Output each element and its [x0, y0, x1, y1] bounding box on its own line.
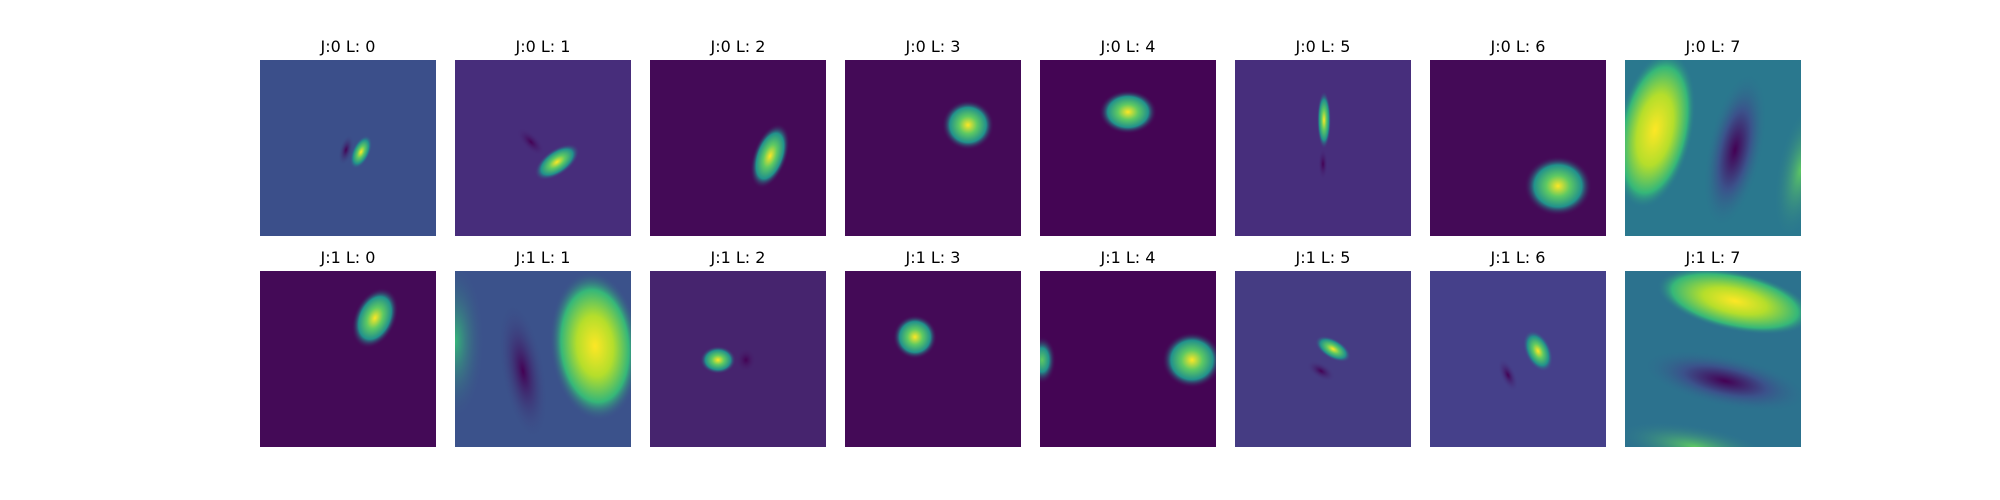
panel-title: J:1 L: 5: [1295, 248, 1351, 267]
panel-title: J:0 L: 1: [515, 37, 571, 56]
filter-image: [455, 271, 631, 447]
panel-title: J:1 L: 1: [515, 248, 571, 267]
filter-image: [1235, 60, 1411, 236]
panel-title: J:1 L: 2: [710, 248, 766, 267]
panel-title: J:1 L: 0: [320, 248, 376, 267]
panel-title: J:0 L: 5: [1295, 37, 1351, 56]
panel-title: J:0 L: 6: [1490, 37, 1546, 56]
filter-image: [650, 60, 826, 236]
panel-title: J:1 L: 7: [1685, 248, 1741, 267]
filter-image: [1235, 271, 1411, 447]
panel-title: J:0 L: 4: [1100, 37, 1156, 56]
panel-title: J:0 L: 2: [710, 37, 766, 56]
filter-image: [260, 271, 436, 447]
filter-image: [650, 271, 826, 447]
panel-title: J:1 L: 3: [905, 248, 961, 267]
filter-image: [1430, 60, 1606, 236]
filter-image: [455, 60, 631, 236]
filter-image: [845, 60, 1021, 236]
filter-image: [1625, 271, 1801, 447]
panel-title: J:1 L: 6: [1490, 248, 1546, 267]
filter-image: [1430, 271, 1606, 447]
filter-image: [1625, 60, 1801, 236]
panel-title: J:0 L: 3: [905, 37, 961, 56]
panel-title: J:0 L: 7: [1685, 37, 1741, 56]
filter-image: [1040, 60, 1216, 236]
filter-image: [845, 271, 1021, 447]
filter-image: [1040, 271, 1216, 447]
panel-title: J:0 L: 0: [320, 37, 376, 56]
filter-image: [260, 60, 436, 236]
panel-title: J:1 L: 4: [1100, 248, 1156, 267]
